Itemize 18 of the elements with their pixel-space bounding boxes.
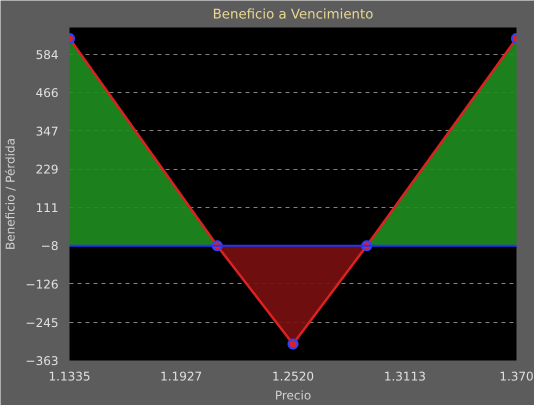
y-tick-label: 111 <box>36 200 58 215</box>
y-tick-label: 584 <box>36 48 58 62</box>
y-tick-label: 466 <box>36 86 58 100</box>
y-tick-label: −245 <box>26 316 59 330</box>
x-tick-label: 1.2520 <box>272 370 314 384</box>
y-tick-label: 347 <box>36 124 58 138</box>
y-tick-label: 229 <box>36 162 58 177</box>
y-axis-title: Beneficio / Pérdida <box>4 138 18 250</box>
point <box>288 338 298 350</box>
x-tick-label: 1.1335 <box>48 370 91 384</box>
chart-title: Beneficio a Vencimiento <box>212 8 374 22</box>
x-tick-label: 1.1927 <box>160 370 202 384</box>
x-tick-label: 1.370 <box>499 370 534 384</box>
x-axis-title: Precio <box>274 388 312 402</box>
y-tick-label: −126 <box>26 277 59 292</box>
y-tick-label: −363 <box>26 354 59 368</box>
x-tick-label: 1.3113 <box>384 370 426 384</box>
y-tick-label: −8 <box>40 239 59 254</box>
